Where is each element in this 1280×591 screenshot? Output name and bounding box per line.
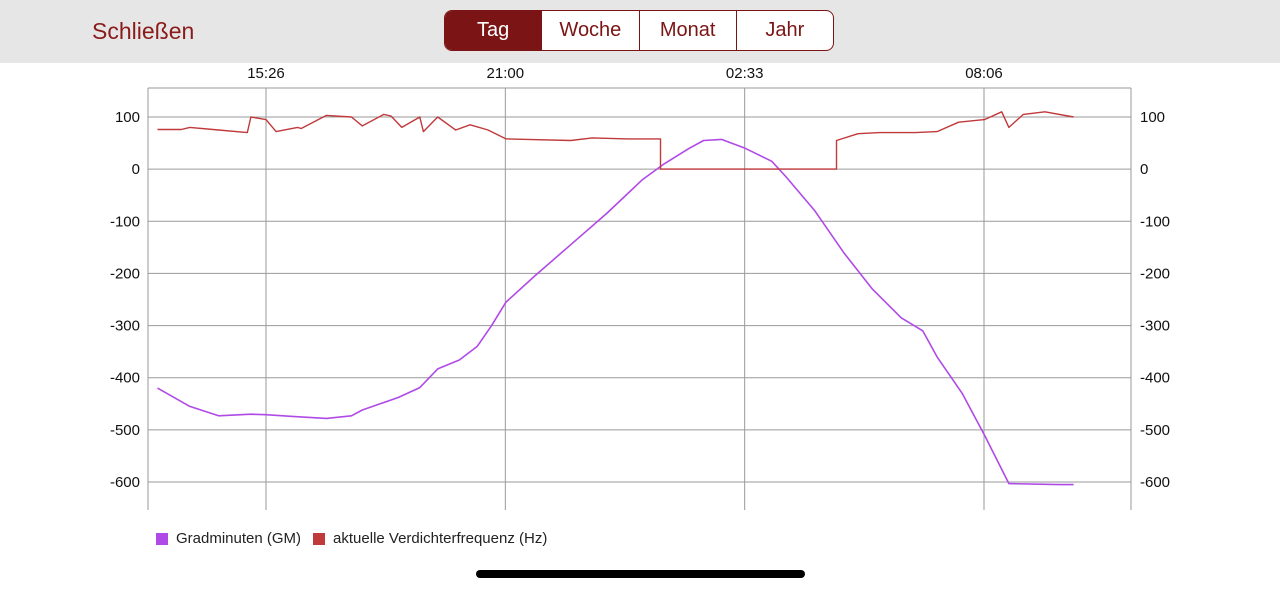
legend-swatch-red (313, 532, 326, 545)
chart-legend: Gradminuten (GM) aktuelle Verdichterfreq… (156, 530, 559, 547)
y-tick-label-right: -400 (1140, 370, 1170, 387)
tab-year[interactable]: Jahr (735, 11, 833, 50)
legend-item-degree-minutes: Gradminuten (GM) (156, 530, 301, 547)
tab-month[interactable]: Monat (638, 11, 736, 50)
x-tick-label: 02:33 (726, 65, 764, 82)
tab-day[interactable]: Tag (445, 11, 542, 50)
y-tick-label-right: -300 (1140, 318, 1170, 335)
close-button[interactable]: Schließen (92, 18, 195, 44)
y-tick-label-left: -500 (110, 422, 140, 439)
y-tick-label-left: -300 (110, 318, 140, 335)
y-tick-label-left: 100 (115, 109, 140, 126)
x-tick-label: 21:00 (487, 65, 525, 82)
x-tick-label: 08:06 (965, 65, 1003, 82)
x-tick-label: 15:26 (247, 65, 285, 82)
series-line-compressor-frequency (157, 111, 1074, 170)
y-tick-label-left: -600 (110, 474, 140, 491)
legend-label-compressor-frequency: aktuelle Verdichterfrequenz (Hz) (333, 530, 548, 547)
home-indicator (476, 570, 805, 578)
line-chart: 100 100 0 0 -100 -100 -200 -200 -300 -300 -400 -400… (110, 65, 1170, 510)
tab-week[interactable]: Woche (541, 11, 638, 50)
y-tick-label-right: -100 (1140, 213, 1170, 230)
y-tick-label-left: -400 (110, 370, 140, 387)
y-tick-label-left: 0 (132, 161, 140, 178)
y-tick-label-right: -500 (1140, 422, 1170, 439)
period-selector: Tag Woche Monat Jahr (444, 10, 834, 51)
legend-swatch-purple (156, 532, 168, 545)
y-tick-label-right: 100 (1140, 109, 1165, 126)
y-tick-label-right: -200 (1140, 265, 1170, 282)
legend-item-compressor-frequency: aktuelle Verdichterfrequenz (Hz) (313, 530, 547, 547)
series-line-degree-minutes (157, 138, 1074, 486)
y-tick-label-left: -100 (110, 213, 140, 230)
y-tick-label-right: 0 (1140, 161, 1148, 178)
y-tick-label-left: -200 (110, 265, 140, 282)
legend-label-degree-minutes: Gradminuten (GM) (176, 530, 302, 547)
top-bar: Schließen Tag Woche Monat Jahr (0, 0, 1280, 63)
y-tick-label-right: -600 (1140, 474, 1170, 491)
